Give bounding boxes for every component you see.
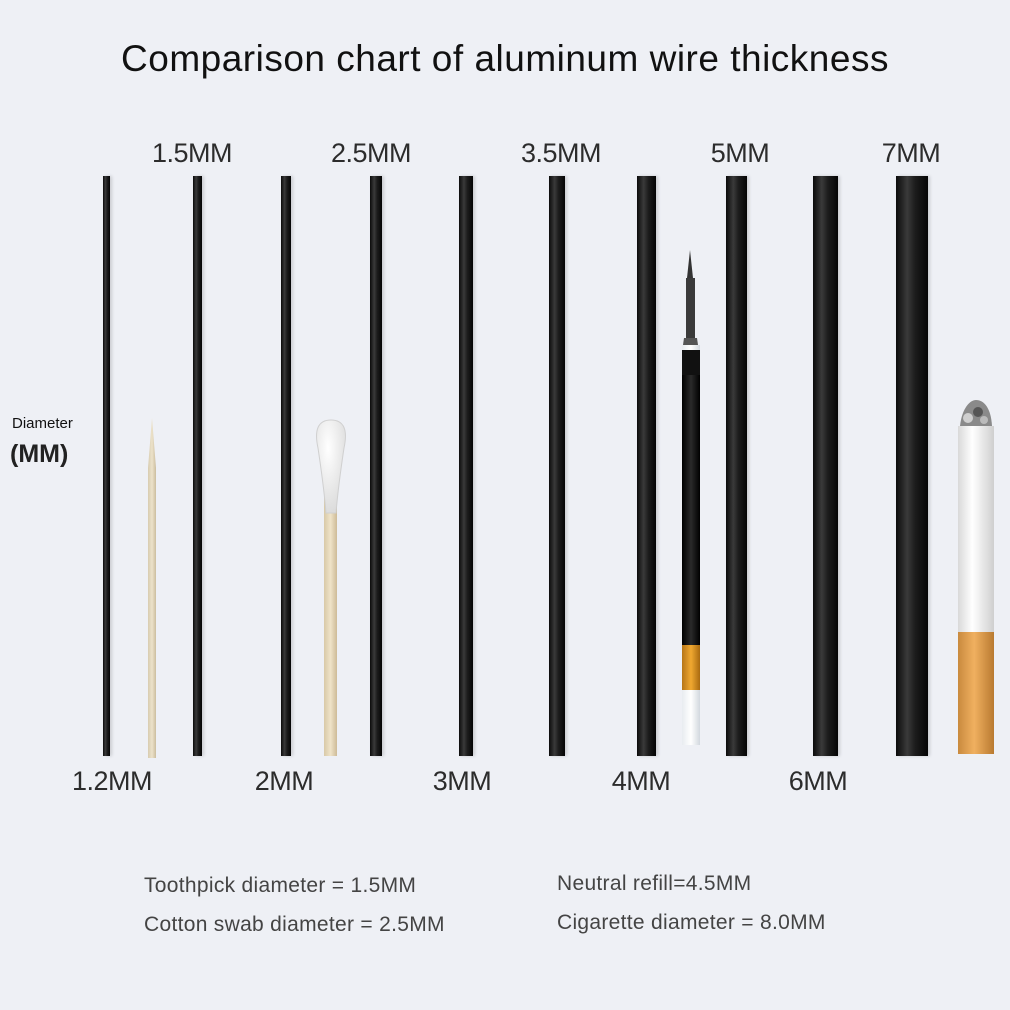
wire-4mm [637, 176, 656, 756]
size-label-1-5mm: 1.5MM [151, 138, 233, 168]
wire-1-5mm [193, 176, 202, 756]
cigarette-icon [958, 400, 994, 754]
wire-2mm [281, 176, 291, 756]
wire-5mm [726, 176, 747, 756]
size-label-5mm: 5MM [710, 138, 770, 168]
note-neutral-refill: Neutral refill=4.5MM [557, 872, 752, 895]
axis-unit: (MM) [10, 440, 69, 468]
note-cigarette: Cigarette diameter = 8.0MM [557, 911, 826, 934]
size-label-6mm: 6MM [788, 766, 848, 796]
size-label-1-2mm: 1.2MM [71, 766, 153, 796]
pen-refill-icon [682, 250, 700, 745]
size-label-2-5mm: 2.5MM [330, 138, 412, 168]
note-cotton-swab: Cotton swab diameter = 2.5MM [144, 913, 445, 936]
note-toothpick: Toothpick diameter = 1.5MM [144, 874, 417, 897]
wire-1-2mm [103, 176, 110, 756]
wire-6mm [813, 176, 838, 756]
wire-3mm [459, 176, 473, 756]
wire-7mm [896, 176, 928, 756]
toothpick-icon [148, 418, 156, 758]
axis-title: Diameter [12, 415, 73, 432]
cotton-swab-icon [316, 419, 346, 756]
size-label-4mm: 4MM [611, 766, 671, 796]
page-title: Comparison chart of aluminum wire thickn… [121, 38, 889, 79]
size-label-3-5mm: 3.5MM [520, 138, 602, 168]
wire-2-5mm [370, 176, 382, 756]
size-label-3mm: 3MM [432, 766, 492, 796]
wire-3-5mm [549, 176, 565, 756]
size-label-2mm: 2MM [254, 766, 314, 796]
size-label-7mm: 7MM [881, 138, 941, 168]
